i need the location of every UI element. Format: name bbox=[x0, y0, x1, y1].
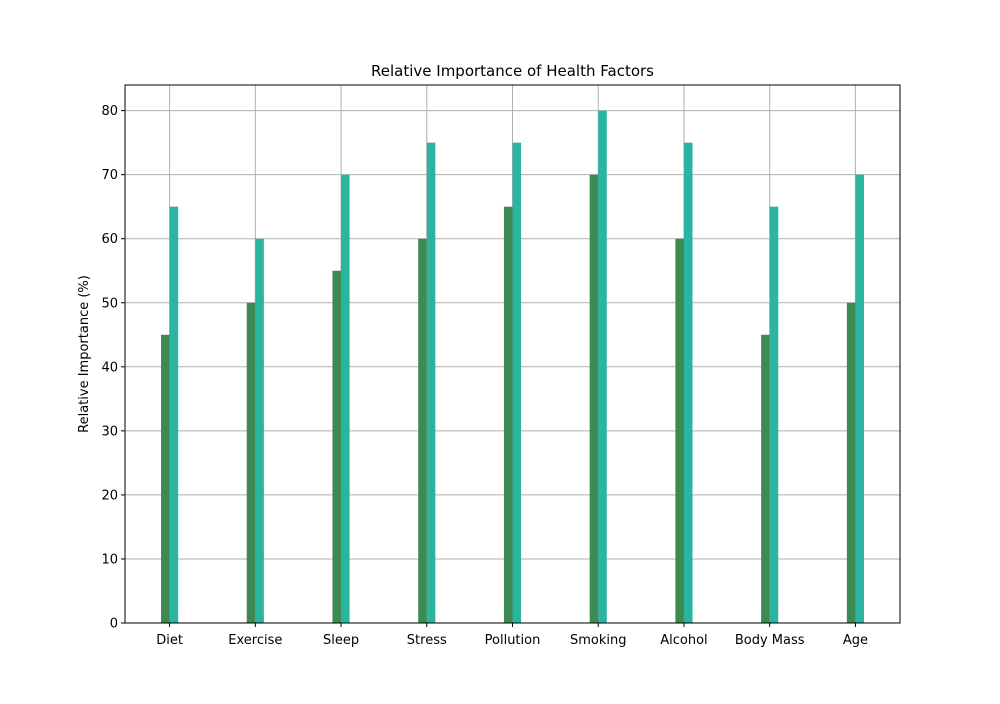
x-tick-label: Alcohol bbox=[660, 633, 707, 648]
bar-series-1 bbox=[418, 238, 427, 623]
y-tick-label: 80 bbox=[101, 104, 118, 119]
bar-series-1 bbox=[589, 174, 599, 623]
y-tick-label: 10 bbox=[101, 552, 118, 567]
y-axis-label: Relative Importance (%) bbox=[77, 275, 92, 433]
y-tick-label: 50 bbox=[101, 296, 118, 311]
x-tick-label: Stress bbox=[407, 633, 447, 648]
y-tick-label: 0 bbox=[110, 617, 118, 632]
chart-title: Relative Importance of Health Factors bbox=[371, 62, 654, 80]
x-tick-label: Smoking bbox=[570, 633, 627, 648]
x-tick-label: Pollution bbox=[485, 633, 541, 648]
bar-series-2 bbox=[426, 142, 436, 623]
bar-series-1 bbox=[503, 206, 513, 623]
bar-series-2 bbox=[769, 206, 779, 623]
bar-series-1 bbox=[761, 334, 770, 623]
x-tick-label: Diet bbox=[156, 633, 183, 648]
y-tick-label: 40 bbox=[101, 360, 118, 375]
bar-series-1 bbox=[246, 302, 256, 623]
x-tick-label: Exercise bbox=[228, 633, 282, 648]
bar-series-1 bbox=[675, 238, 684, 623]
bar-series-1 bbox=[161, 334, 170, 623]
x-tick-label: Body Mass bbox=[735, 633, 805, 648]
y-tick-label: 20 bbox=[101, 488, 118, 503]
bar-series-2 bbox=[598, 110, 607, 624]
x-tick-label: Age bbox=[843, 633, 868, 648]
ticks-layer: 0 10 20 30 40 50 60 70 80 Diet Exercise Sleep Stress… bbox=[101, 104, 868, 648]
bar-series-2 bbox=[169, 206, 179, 623]
y-tick-label: 60 bbox=[101, 232, 118, 247]
bar-series-2 bbox=[683, 142, 693, 623]
bar-series-1 bbox=[332, 270, 342, 623]
bar-series-2 bbox=[855, 174, 864, 623]
bar-series-2 bbox=[341, 174, 350, 623]
bar-series-1 bbox=[846, 302, 856, 623]
bar-series-2 bbox=[255, 238, 264, 623]
bar-series-2 bbox=[512, 142, 522, 623]
bars-layer bbox=[161, 110, 864, 624]
y-tick-label: 30 bbox=[101, 424, 118, 439]
x-tick-label: Sleep bbox=[323, 633, 359, 648]
y-tick-label: 70 bbox=[101, 168, 118, 183]
